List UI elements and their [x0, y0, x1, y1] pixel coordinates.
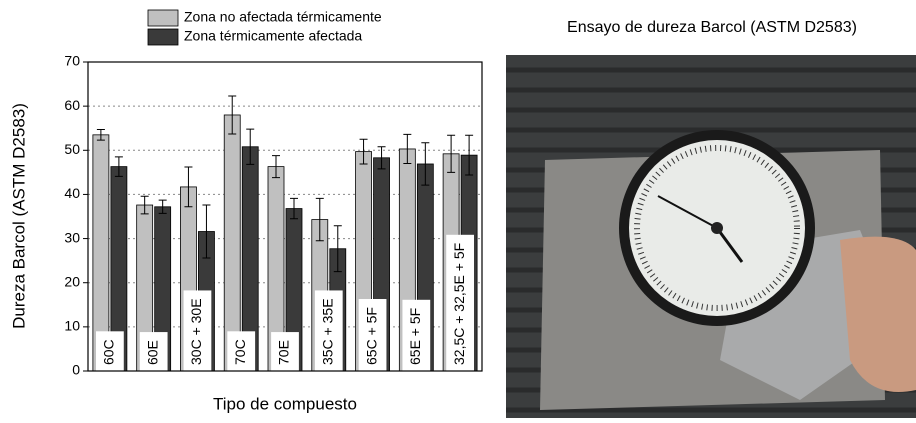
y-tick-label: 30: [64, 229, 80, 245]
legend-label: Zona térmicamente afectada: [184, 28, 362, 44]
bar-chart: 0 10 20 30 40 50 60 70 60C 60E 30C + 30E 70C 70E 35C …: [64, 9, 482, 378]
figure: Ensayo de dureza Barcol (ASTM D2583) Tip…: [0, 0, 916, 418]
x-tick-label: 35C + 35E: [319, 298, 335, 365]
y-tick-label: 10: [64, 318, 80, 334]
y-tick-label: 70: [64, 53, 80, 69]
y-tick-label: 0: [72, 362, 80, 378]
y-tick-label: 40: [64, 185, 80, 201]
y-tick-label: 20: [64, 273, 80, 289]
x-tick-label: 32,5C + 32,5E + 5F: [451, 243, 467, 365]
legend-swatch: [148, 29, 178, 45]
photo: [506, 55, 916, 418]
x-axis-label: Tipo de compuesto: [213, 394, 357, 413]
x-tick-label: 30C + 30E: [188, 298, 204, 365]
y-tick-label: 50: [64, 141, 80, 157]
x-tick-label: 60E: [144, 340, 160, 365]
legend-label: Zona no afectada térmicamente: [184, 9, 382, 25]
legend-swatch: [148, 10, 178, 26]
y-axis-label: Dureza Barcol (ASTM D2583): [9, 103, 28, 329]
x-tick-label: 65E + 5F: [407, 308, 423, 365]
x-tick-label: 70C: [232, 339, 248, 365]
photo-title: Ensayo de dureza Barcol (ASTM D2583): [567, 19, 857, 36]
x-tick-label: 70E: [276, 340, 292, 365]
x-tick-label: 60C: [101, 339, 117, 365]
y-tick-label: 60: [64, 97, 80, 113]
x-tick-label: 65C + 5F: [363, 307, 379, 365]
